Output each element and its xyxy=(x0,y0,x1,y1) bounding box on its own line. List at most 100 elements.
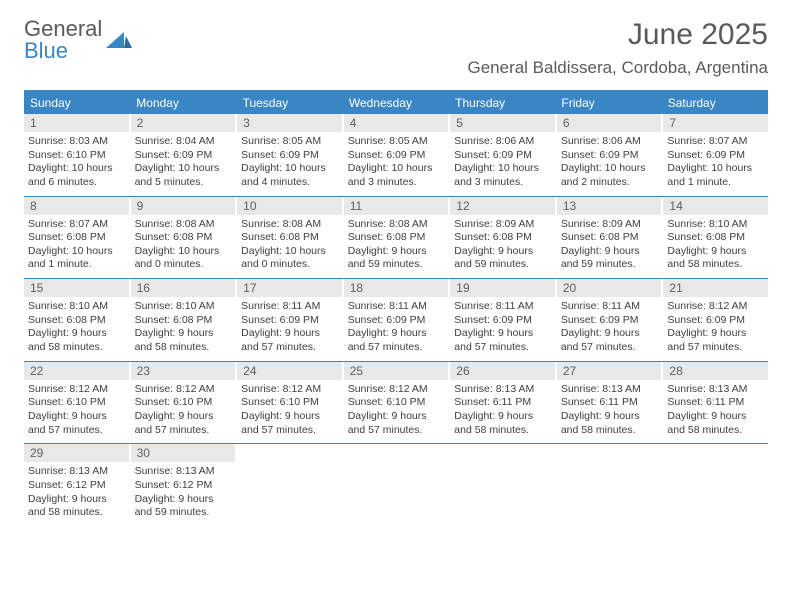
weeks-container: 1Sunrise: 8:03 AMSunset: 6:10 PMDaylight… xyxy=(24,114,768,526)
day-info: Sunrise: 8:10 AMSunset: 6:08 PMDaylight:… xyxy=(663,218,768,273)
day-info: Sunrise: 8:03 AMSunset: 6:10 PMDaylight:… xyxy=(24,135,129,190)
week-row: 8Sunrise: 8:07 AMSunset: 6:08 PMDaylight… xyxy=(24,197,768,280)
day-info: Sunrise: 8:11 AMSunset: 6:09 PMDaylight:… xyxy=(237,300,342,355)
weekday-friday: Friday xyxy=(555,92,661,114)
day-cell: 23Sunrise: 8:12 AMSunset: 6:10 PMDayligh… xyxy=(131,362,236,444)
day-cell: 8Sunrise: 8:07 AMSunset: 6:08 PMDaylight… xyxy=(24,197,129,279)
day-info: Sunrise: 8:10 AMSunset: 6:08 PMDaylight:… xyxy=(131,300,236,355)
day-info: Sunrise: 8:04 AMSunset: 6:09 PMDaylight:… xyxy=(131,135,236,190)
day-cell: 22 Sunrise: 8:12 AMSunset: 6:10 PMDayligh… xyxy=(24,362,129,444)
title-block: June 2025 General Baldissera, Cordoba, A… xyxy=(467,18,768,78)
logo-text-general: General xyxy=(24,18,102,40)
day-number: 10 xyxy=(237,197,342,215)
day-info: Sunrise: 8:13 AMSunset: 6:12 PMDaylight:… xyxy=(24,465,129,520)
week-row: 1Sunrise: 8:03 AMSunset: 6:10 PMDaylight… xyxy=(24,114,768,197)
day-number: 23 xyxy=(131,362,236,380)
weekday-header: Sunday Monday Tuesday Wednesday Thursday… xyxy=(24,92,768,114)
day-number: 9 xyxy=(131,197,236,215)
weekday-wednesday: Wednesday xyxy=(343,92,449,114)
calendar: Sunday Monday Tuesday Wednesday Thursday… xyxy=(24,90,768,526)
day-number: 25 xyxy=(344,362,449,380)
day-cell: 18Sunrise: 8:11 AMSunset: 6:09 PMDayligh… xyxy=(344,279,449,361)
day-cell: 9 Sunrise: 8:08 AMSunset: 6:08 PMDaylight… xyxy=(131,197,236,279)
day-info: Sunrise: 8:09 AMSunset: 6:08 PMDaylight:… xyxy=(557,218,662,273)
day-cell: 25 Sunrise: 8:12 AMSunset: 6:10 PMDayligh… xyxy=(344,362,449,444)
day-number: 17 xyxy=(237,279,342,297)
day-info: Sunrise: 8:12 AMSunset: 6:10 PMDaylight:… xyxy=(24,383,129,438)
day-info: Sunrise: 8:10 AMSunset: 6:08 PMDaylight:… xyxy=(24,300,129,355)
day-cell: 21 Sunrise: 8:12 AMSunset: 6:09 PMDayligh… xyxy=(663,279,768,361)
day-number: 12 xyxy=(450,197,555,215)
day-number: 7 xyxy=(663,114,768,132)
day-cell: 26 Sunrise: 8:13 AMSunset: 6:11 PMDayligh… xyxy=(450,362,555,444)
header: General Blue June 2025 General Baldisser… xyxy=(24,18,768,78)
day-cell xyxy=(663,444,768,526)
day-info: Sunrise: 8:05 AMSunset: 6:09 PMDaylight:… xyxy=(237,135,342,190)
day-cell: 14 Sunrise: 8:10 AMSunset: 6:08 PMDayligh… xyxy=(663,197,768,279)
day-number: 20 xyxy=(557,279,662,297)
day-cell: 2 Sunrise: 8:04 AMSunset: 6:09 PMDaylight… xyxy=(131,114,236,196)
day-number: 18 xyxy=(344,279,449,297)
day-cell: 10 Sunrise: 8:08 AMSunset: 6:08 PMDayligh… xyxy=(237,197,342,279)
week-row: 29Sunrise: 8:13 AMSunset: 6:12 PMDayligh… xyxy=(24,444,768,526)
day-info: Sunrise: 8:13 AMSunset: 6:11 PMDaylight:… xyxy=(663,383,768,438)
location-text: General Baldissera, Cordoba, Argentina xyxy=(467,58,768,78)
logo-triangle-icon xyxy=(106,28,132,52)
weekday-saturday: Saturday xyxy=(662,92,768,114)
weekday-monday: Monday xyxy=(130,92,236,114)
day-number: 24 xyxy=(237,362,342,380)
day-cell: 1Sunrise: 8:03 AMSunset: 6:10 PMDaylight… xyxy=(24,114,129,196)
day-info: Sunrise: 8:13 AMSunset: 6:12 PMDaylight:… xyxy=(131,465,236,520)
day-number: 14 xyxy=(663,197,768,215)
day-info: Sunrise: 8:11 AMSunset: 6:09 PMDaylight:… xyxy=(557,300,662,355)
week-row: 22 Sunrise: 8:12 AMSunset: 6:10 PMDayligh… xyxy=(24,362,768,445)
logo-text-blue: Blue xyxy=(24,40,102,62)
day-cell: 5 Sunrise: 8:06 AMSunset: 6:09 PMDaylight… xyxy=(450,114,555,196)
day-cell: 27Sunrise: 8:13 AMSunset: 6:11 PMDayligh… xyxy=(557,362,662,444)
day-number: 30 xyxy=(131,444,236,462)
day-number: 6 xyxy=(557,114,662,132)
day-cell: 30 Sunrise: 8:13 AMSunset: 6:12 PMDayligh… xyxy=(131,444,236,526)
day-cell: 29Sunrise: 8:13 AMSunset: 6:12 PMDayligh… xyxy=(24,444,129,526)
day-cell: 4 Sunrise: 8:05 AMSunset: 6:09 PMDaylight… xyxy=(344,114,449,196)
day-cell: 20 Sunrise: 8:11 AMSunset: 6:09 PMDayligh… xyxy=(557,279,662,361)
day-cell xyxy=(557,444,662,526)
week-row: 15Sunrise: 8:10 AMSunset: 6:08 PMDayligh… xyxy=(24,279,768,362)
day-info: Sunrise: 8:11 AMSunset: 6:09 PMDaylight:… xyxy=(450,300,555,355)
logo: General Blue xyxy=(24,18,132,62)
day-info: Sunrise: 8:12 AMSunset: 6:10 PMDaylight:… xyxy=(344,383,449,438)
day-number: 13 xyxy=(557,197,662,215)
day-info: Sunrise: 8:05 AMSunset: 6:09 PMDaylight:… xyxy=(344,135,449,190)
day-number: 2 xyxy=(131,114,236,132)
day-number: 16 xyxy=(131,279,236,297)
day-info: Sunrise: 8:12 AMSunset: 6:09 PMDaylight:… xyxy=(663,300,768,355)
day-info: Sunrise: 8:06 AMSunset: 6:09 PMDaylight:… xyxy=(557,135,662,190)
day-number: 21 xyxy=(663,279,768,297)
day-number: 4 xyxy=(344,114,449,132)
day-number: 28 xyxy=(663,362,768,380)
day-number: 3 xyxy=(237,114,342,132)
day-info: Sunrise: 8:06 AMSunset: 6:09 PMDaylight:… xyxy=(450,135,555,190)
day-number: 5 xyxy=(450,114,555,132)
day-info: Sunrise: 8:08 AMSunset: 6:08 PMDaylight:… xyxy=(131,218,236,273)
day-info: Sunrise: 8:07 AMSunset: 6:09 PMDaylight:… xyxy=(663,135,768,190)
month-title: June 2025 xyxy=(467,18,768,52)
logo-words: General Blue xyxy=(24,18,102,62)
day-cell: 12 Sunrise: 8:09 AMSunset: 6:08 PMDayligh… xyxy=(450,197,555,279)
day-number: 15 xyxy=(24,279,129,297)
day-number: 8 xyxy=(24,197,129,215)
day-number: 26 xyxy=(450,362,555,380)
day-info: Sunrise: 8:08 AMSunset: 6:08 PMDaylight:… xyxy=(237,218,342,273)
day-info: Sunrise: 8:08 AMSunset: 6:08 PMDaylight:… xyxy=(344,218,449,273)
day-cell xyxy=(344,444,449,526)
day-info: Sunrise: 8:12 AMSunset: 6:10 PMDaylight:… xyxy=(237,383,342,438)
day-cell: 13 Sunrise: 8:09 AMSunset: 6:08 PMDayligh… xyxy=(557,197,662,279)
day-info: Sunrise: 8:13 AMSunset: 6:11 PMDaylight:… xyxy=(450,383,555,438)
day-number: 27 xyxy=(557,362,662,380)
day-info: Sunrise: 8:09 AMSunset: 6:08 PMDaylight:… xyxy=(450,218,555,273)
weekday-tuesday: Tuesday xyxy=(237,92,343,114)
day-number: 22 xyxy=(24,362,129,380)
day-cell: 17 Sunrise: 8:11 AMSunset: 6:09 PMDayligh… xyxy=(237,279,342,361)
day-cell xyxy=(237,444,342,526)
day-number: 19 xyxy=(450,279,555,297)
